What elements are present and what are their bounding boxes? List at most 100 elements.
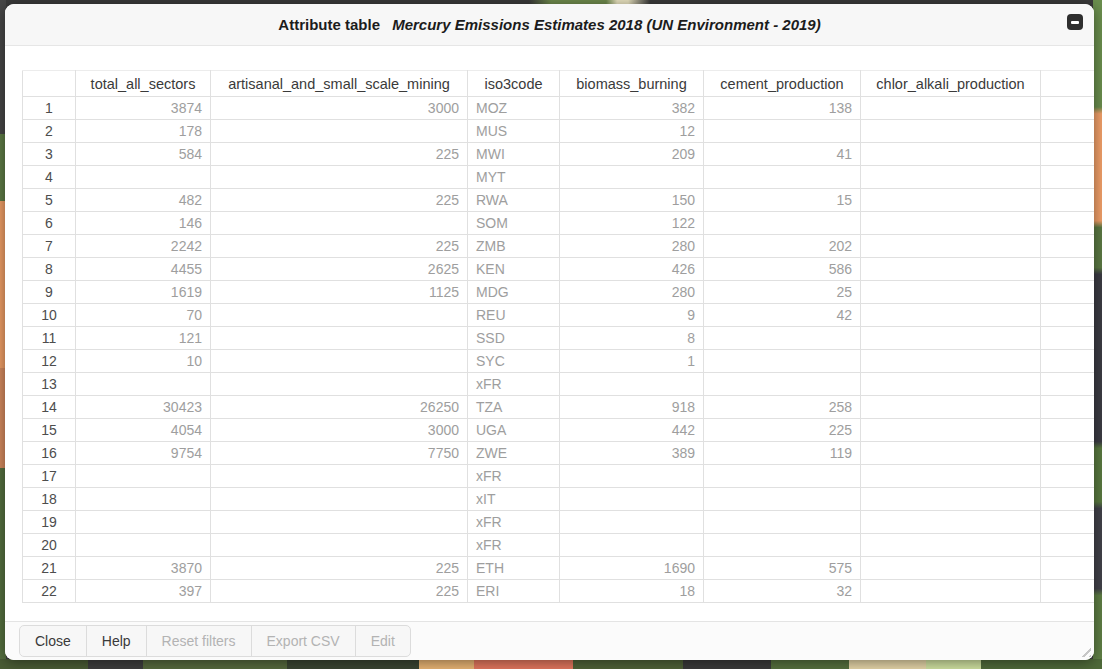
table-row[interactable]: 4MYT xyxy=(23,166,1095,189)
table-cell: 4054 xyxy=(76,419,211,442)
table-cell xyxy=(1041,212,1095,235)
table-row[interactable]: 20 xFR xyxy=(23,534,1095,557)
table-cell: 225 xyxy=(211,189,468,212)
table-row[interactable]: 3584225MWI20941 xyxy=(23,143,1095,166)
table-row[interactable]: 19xFR xyxy=(23,511,1095,534)
table-cell: MUS xyxy=(468,120,560,143)
table-cell: 3000 xyxy=(211,97,468,120)
table-row[interactable]: 143042326250TZA918258 xyxy=(23,396,1095,419)
table-cell xyxy=(1041,419,1095,442)
table-cell xyxy=(861,557,1041,580)
table-cell xyxy=(1041,166,1095,189)
row-number: 18 xyxy=(23,488,76,511)
column-header-iso3code[interactable]: iso3code xyxy=(468,71,560,97)
table-row[interactable]: 916191125MDG28025 xyxy=(23,281,1095,304)
table-cell xyxy=(1041,258,1095,281)
table-cell: 3000 xyxy=(211,419,468,442)
column-header-biomass_burning[interactable]: biomass_burning xyxy=(560,71,704,97)
row-number: 10 xyxy=(23,304,76,327)
row-number: 20 xyxy=(23,534,76,557)
table-row[interactable]: 22397225ERI1832 xyxy=(23,580,1095,603)
table-cell: ZMB xyxy=(468,235,560,258)
table-cell: 382 xyxy=(560,97,704,120)
column-header-cement_production[interactable]: cement_production xyxy=(704,71,861,97)
table-cell: 70 xyxy=(76,304,211,327)
table-row[interactable]: 13xFR xyxy=(23,373,1095,396)
row-number: 7 xyxy=(23,235,76,258)
table-cell xyxy=(861,143,1041,166)
table-cell xyxy=(211,120,468,143)
table-row[interactable]: 6146SOM122 xyxy=(23,212,1095,235)
table-row[interactable]: 17xFR xyxy=(23,465,1095,488)
table-row[interactable]: 1210SYC1 xyxy=(23,350,1095,373)
row-number: 13 xyxy=(23,373,76,396)
table-row[interactable]: 1697547750ZWE389119 xyxy=(23,442,1095,465)
table-cell xyxy=(211,511,468,534)
row-number: 15 xyxy=(23,419,76,442)
table-row[interactable]: 5482225RWA15015 xyxy=(23,189,1095,212)
table-cell: 2242 xyxy=(76,235,211,258)
table-row[interactable]: 2178MUS12 xyxy=(23,120,1095,143)
table-cell: 41 xyxy=(704,143,861,166)
collapse-button[interactable] xyxy=(1067,14,1083,30)
column-header-artisanal_and_small_scale_mining[interactable]: artisanal_and_small_scale_mining xyxy=(211,71,468,97)
row-number: 11 xyxy=(23,327,76,350)
table-cell xyxy=(1041,327,1095,350)
table-cell xyxy=(560,488,704,511)
table-cell: xIT xyxy=(468,488,560,511)
column-header-cre[interactable]: cre xyxy=(1041,71,1095,97)
table-cell: 225 xyxy=(211,143,468,166)
table-row[interactable]: 11121SSD8 xyxy=(23,327,1095,350)
table-cell xyxy=(1041,442,1095,465)
table-cell: MDG xyxy=(468,281,560,304)
table-cell: 122 xyxy=(560,212,704,235)
table-cell xyxy=(1041,396,1095,419)
table-cell: xFR xyxy=(468,534,560,557)
table-cell xyxy=(1041,143,1095,166)
table-cell xyxy=(861,373,1041,396)
table-cell xyxy=(211,488,468,511)
table-cell: 209 xyxy=(560,143,704,166)
table-cell xyxy=(861,212,1041,235)
table-row[interactable]: 138743000MOZ382138 xyxy=(23,97,1095,120)
table-row[interactable]: 1070REU942 xyxy=(23,304,1095,327)
table-row[interactable]: 1540543000UGA442225 xyxy=(23,419,1095,442)
table-row[interactable]: 844552625KEN426586 xyxy=(23,258,1095,281)
table-cell: xFR xyxy=(468,511,560,534)
column-header-total_all_sectors[interactable]: total_all_sectors xyxy=(76,71,211,97)
table-cell xyxy=(1041,488,1095,511)
attribute-table: total_all_sectorsartisanal_and_small_sca… xyxy=(22,70,1094,603)
close-button[interactable]: Close xyxy=(20,626,87,656)
table-cell xyxy=(704,511,861,534)
table-cell xyxy=(76,488,211,511)
dialog-title-layer-name: Mercury Emissions Estimates 2018 (UN Env… xyxy=(392,16,821,33)
table-cell: 584 xyxy=(76,143,211,166)
table-cell: 12 xyxy=(560,120,704,143)
table-cell xyxy=(76,373,211,396)
table-row[interactable]: 18 xIT xyxy=(23,488,1095,511)
table-cell: ZWE xyxy=(468,442,560,465)
table-row[interactable]: 72242225ZMB280202 xyxy=(23,235,1095,258)
table-cell xyxy=(560,511,704,534)
table-cell: 121 xyxy=(76,327,211,350)
column-header-chlor_alkali_production[interactable]: chlor_alkali_production xyxy=(861,71,1041,97)
table-cell xyxy=(211,350,468,373)
table-cell xyxy=(1041,281,1095,304)
table-cell xyxy=(1041,465,1095,488)
column-header-rownum[interactable] xyxy=(23,71,76,97)
table-cell xyxy=(861,396,1041,419)
table-cell xyxy=(861,580,1041,603)
table-cell: 1619 xyxy=(76,281,211,304)
help-button[interactable]: Help xyxy=(87,626,147,656)
table-cell xyxy=(704,534,861,557)
row-number: 4 xyxy=(23,166,76,189)
row-number: 6 xyxy=(23,212,76,235)
table-cell xyxy=(1041,235,1095,258)
row-number: 12 xyxy=(23,350,76,373)
table-cell: 442 xyxy=(560,419,704,442)
table-cell xyxy=(704,327,861,350)
table-row[interactable]: 213870225ETH1690575 xyxy=(23,557,1095,580)
table-cell xyxy=(560,373,704,396)
row-number: 3 xyxy=(23,143,76,166)
table-cell xyxy=(861,304,1041,327)
